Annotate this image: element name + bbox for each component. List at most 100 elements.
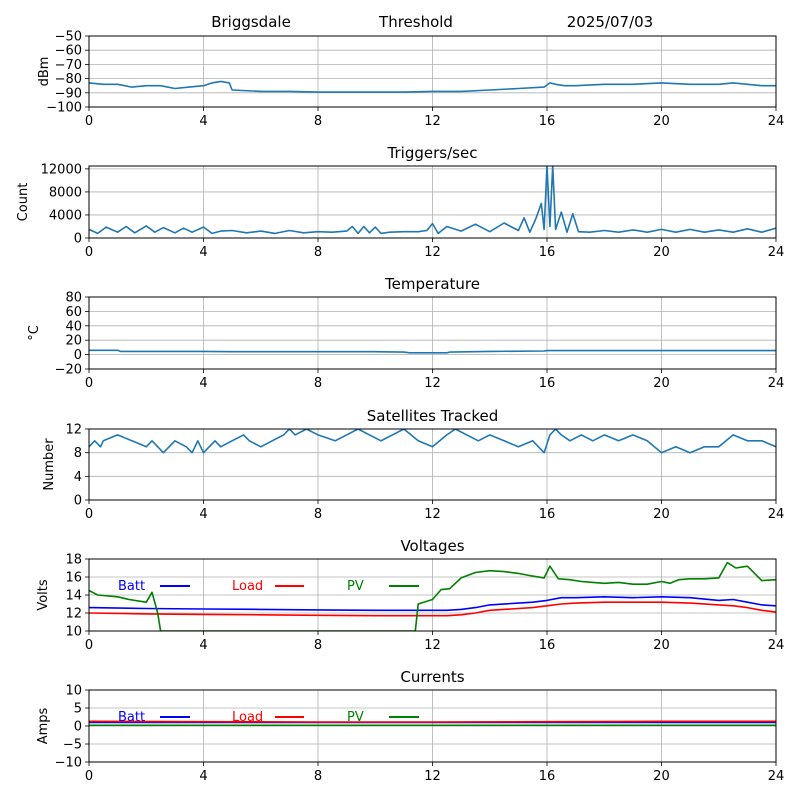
x-tick-label: 8 (314, 114, 322, 129)
x-tick-label: 0 (85, 376, 93, 391)
x-tick-label: 12 (424, 245, 441, 260)
y-tick-label: 4000 (49, 208, 82, 223)
y-tick-label: −10 (55, 756, 82, 771)
y-tick-label: 14 (65, 589, 82, 604)
panel-triggers: 0 4 8 12 16 20 24 0 4000 8000 12000 Triggers/sec Cou… (16, 144, 784, 260)
chart-title: Satellites Tracked (367, 407, 498, 425)
legend-label-pv: PV (347, 710, 364, 725)
y-tick-label: 18 (65, 553, 82, 568)
y-tick-label: 10 (65, 684, 82, 699)
x-tick-label: 24 (768, 507, 785, 522)
x-tick-label: 4 (199, 507, 207, 522)
legend-label-load: Load (232, 579, 263, 594)
x-tick-label: 20 (653, 769, 670, 784)
y-tick-label: 60 (65, 305, 82, 320)
panel-satellites: 0 4 8 12 16 20 24 0 4 8 12 Satellites Tracked Number (42, 407, 784, 522)
x-tick-label: 12 (424, 114, 441, 129)
x-tick-label: 20 (653, 245, 670, 260)
header-mode: Threshold (378, 13, 453, 31)
x-tick-label: 12 (424, 376, 441, 391)
y-tick-label: 5 (74, 702, 82, 717)
y-tick-label: 80 (65, 291, 82, 306)
x-tick-label: 16 (539, 245, 556, 260)
x-tick-label: 20 (653, 376, 670, 391)
y-tick-label: 0 (74, 348, 82, 363)
y-tick-label: 40 (65, 319, 82, 334)
x-tick-label: 16 (539, 638, 556, 653)
y-tick-label: 16 (65, 571, 82, 586)
x-tick-label: 12 (424, 507, 441, 522)
y-tick-label: 10 (65, 625, 82, 640)
y-tick-label: −20 (55, 363, 82, 378)
header-date: 2025/07/03 (567, 13, 653, 31)
x-tick-label: 16 (539, 769, 556, 784)
y-tick-label: −100 (46, 101, 82, 116)
series-line-temperature-0 (89, 349, 776, 354)
y-axis-label: Amps (36, 707, 51, 744)
series-line-currents-load (89, 720, 776, 723)
x-tick-label: 8 (314, 245, 322, 260)
x-tick-label: 12 (424, 638, 441, 653)
x-tick-label: 8 (314, 507, 322, 522)
legend-label-batt: Batt (118, 579, 145, 594)
x-tick-label: 4 (199, 245, 207, 260)
y-tick-label: 4 (74, 470, 82, 485)
x-tick-label: 0 (85, 245, 93, 260)
x-tick-label: 20 (653, 507, 670, 522)
x-tick-label: 24 (768, 245, 785, 260)
x-tick-label: 8 (314, 638, 322, 653)
series-line-satellites-0 (89, 429, 776, 454)
panel-voltages: 0 4 8 12 16 20 24 10 12 14 16 18 Voltages Volts Batt Lo… (36, 537, 784, 653)
y-tick-label: 12000 (41, 162, 82, 177)
x-tick-label: 0 (85, 638, 93, 653)
header-station: Briggsdale (211, 13, 291, 31)
series-line-voltages-load (89, 601, 776, 617)
y-tick-label: 12 (65, 607, 82, 622)
y-tick-label: 0 (74, 494, 82, 509)
x-tick-label: 20 (653, 114, 670, 129)
y-tick-label: −5 (63, 738, 82, 753)
x-tick-label: 4 (199, 769, 207, 784)
x-tick-label: 24 (768, 769, 785, 784)
y-axis-label: dBm (37, 57, 52, 87)
x-tick-label: 24 (768, 114, 785, 129)
x-tick-label: 16 (539, 376, 556, 391)
legend-label-load: Load (232, 710, 263, 725)
x-tick-label: 0 (85, 769, 93, 784)
x-tick-label: 16 (539, 507, 556, 522)
y-tick-label: 8000 (49, 185, 82, 200)
x-tick-label: 4 (199, 376, 207, 391)
y-tick-label: 20 (65, 334, 82, 349)
x-tick-label: 0 (85, 507, 93, 522)
y-tick-label: −90 (55, 86, 82, 101)
panel-currents: 0 4 8 12 16 20 24 −10 −5 0 5 10 Currents Amps Batt Load… (36, 668, 784, 784)
y-tick-label: 12 (65, 423, 82, 438)
series-line-voltages-batt (89, 595, 776, 612)
legend-label-batt: Batt (118, 710, 145, 725)
y-axis-label: °C (27, 325, 42, 341)
x-tick-label: 0 (85, 114, 93, 129)
y-tick-label: −60 (55, 44, 82, 59)
x-tick-label: 16 (539, 114, 556, 129)
y-tick-label: −80 (55, 72, 82, 87)
series-line-voltages-pv (89, 561, 776, 631)
chart-title: Currents (400, 668, 464, 686)
x-tick-label: 8 (314, 376, 322, 391)
y-tick-label: 8 (74, 446, 82, 461)
x-tick-label: 24 (768, 638, 785, 653)
x-tick-label: 12 (424, 769, 441, 784)
x-tick-label: 4 (199, 114, 207, 129)
x-tick-label: 8 (314, 769, 322, 784)
chart-title: Voltages (400, 537, 464, 555)
y-tick-label: 0 (74, 232, 82, 247)
chart-title: Temperature (384, 275, 480, 293)
y-tick-label: 0 (74, 720, 82, 735)
y-tick-label: −70 (55, 58, 82, 73)
y-tick-label: −50 (55, 30, 82, 45)
y-axis-label: Volts (36, 579, 51, 611)
y-axis-label: Number (42, 438, 57, 491)
